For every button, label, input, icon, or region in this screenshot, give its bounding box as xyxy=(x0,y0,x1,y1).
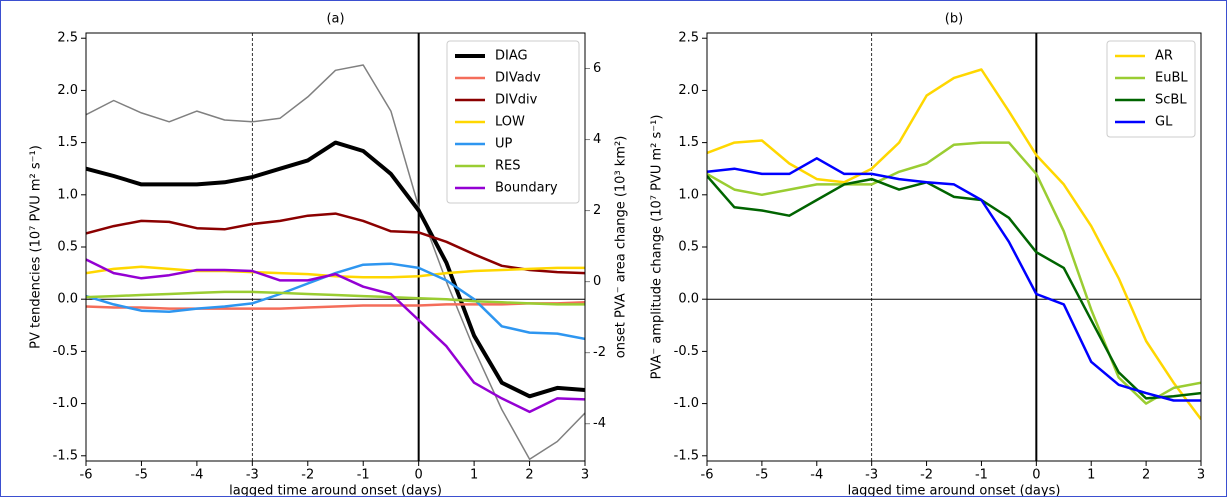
x-tick-label: 3 xyxy=(581,468,589,483)
data-line xyxy=(86,265,585,279)
y-tick-label: 0.5 xyxy=(678,240,699,255)
chart-title: (b) xyxy=(945,12,963,27)
x-tick-label: -4 xyxy=(190,468,203,483)
x-tick-label: -6 xyxy=(80,468,93,483)
y-tick-label: 0.5 xyxy=(57,240,78,255)
y2-tick-label: 2 xyxy=(593,203,601,218)
x-tick-label: -2 xyxy=(301,468,314,483)
chart-title: (a) xyxy=(326,12,344,27)
data-line xyxy=(86,140,585,399)
data-line xyxy=(86,212,585,275)
x-tick-label: -3 xyxy=(246,468,259,483)
x-tick-label: 1 xyxy=(470,468,478,483)
y-tick-label: 1.0 xyxy=(57,187,78,202)
y-tick-label: 0.0 xyxy=(57,292,78,307)
y-tick-label: -1.0 xyxy=(674,396,699,411)
legend-label: LOW xyxy=(495,115,525,130)
data-line xyxy=(86,258,585,414)
x-tick-label: 1 xyxy=(1087,468,1095,483)
y2-tick-label: -2 xyxy=(593,345,606,360)
y-tick-label: 1.5 xyxy=(57,135,78,150)
x-tick-label: -1 xyxy=(975,468,988,483)
y-tick-label: -0.5 xyxy=(53,344,78,359)
x-tick-label: 2 xyxy=(525,468,533,483)
x-tick-label: -5 xyxy=(135,468,148,483)
y-tick-label: -1.0 xyxy=(53,396,78,411)
x-tick-label: 0 xyxy=(415,468,423,483)
y-tick-label: 2.0 xyxy=(57,83,78,98)
x-tick-label: -5 xyxy=(755,468,768,483)
x-tick-label: 0 xyxy=(1032,468,1040,483)
legend-label: DIVdiv xyxy=(495,93,538,108)
legend-label: ScBL xyxy=(1155,93,1187,108)
y2-tick-label: 0 xyxy=(593,274,601,289)
y2-tick-label: 4 xyxy=(593,132,601,147)
y-tick-label: 2.5 xyxy=(678,31,699,46)
legend-label: UP xyxy=(495,137,513,152)
plot-area xyxy=(86,33,585,461)
legend-label: EuBL xyxy=(1155,71,1188,86)
x-tick-label: -1 xyxy=(357,468,370,483)
data-line xyxy=(86,301,585,310)
y-tick-label: -0.5 xyxy=(674,344,699,359)
x-axis-label: lagged time around onset (days) xyxy=(848,484,1061,497)
data-line xyxy=(707,157,1201,402)
data-line xyxy=(707,175,1201,400)
data-line xyxy=(86,64,585,460)
legend-label: DIAG xyxy=(495,49,528,64)
plot-frame xyxy=(85,32,586,462)
legend-box xyxy=(1106,40,1196,138)
y-tick-label: -1.5 xyxy=(674,448,699,463)
plot-area xyxy=(707,33,1201,461)
legend-label: Boundary xyxy=(495,181,558,196)
data-line xyxy=(86,290,585,306)
data-line xyxy=(707,68,1201,420)
legend-box xyxy=(446,40,580,204)
y-tick-label: 2.5 xyxy=(57,31,78,46)
plot-frame xyxy=(706,32,1202,462)
x-tick-label: -4 xyxy=(810,468,823,483)
legend-label: RES xyxy=(495,159,521,174)
y-tick-label: 0.0 xyxy=(678,292,699,307)
x-tick-label: 3 xyxy=(1197,468,1205,483)
data-line xyxy=(707,141,1201,405)
x-tick-label: -6 xyxy=(701,468,714,483)
y-tick-label: -1.5 xyxy=(53,448,78,463)
legend-label: AR xyxy=(1155,49,1173,64)
legend-label: DIVadv xyxy=(495,71,541,86)
x-tick-label: 2 xyxy=(1142,468,1150,483)
x-axis-label: lagged time around onset (days) xyxy=(229,484,442,497)
y2-tick-label: 6 xyxy=(593,61,601,76)
y2-axis-label: onset PVA⁻ area change (10³ km²) xyxy=(614,136,629,359)
y2-tick-label: -4 xyxy=(593,416,606,431)
y-tick-label: 1.0 xyxy=(678,187,699,202)
y-tick-label: 1.5 xyxy=(678,135,699,150)
legend-label: GL xyxy=(1155,115,1173,130)
y-axis-label: PVA⁻ amplitude change (10⁷ PVU m² s⁻¹) xyxy=(650,115,665,380)
y-axis-label: PV tendencies (10⁷ PVU m² s⁻¹) xyxy=(29,145,44,349)
x-tick-label: -2 xyxy=(920,468,933,483)
y-tick-label: 2.0 xyxy=(678,83,699,98)
x-tick-label: -3 xyxy=(865,468,878,483)
